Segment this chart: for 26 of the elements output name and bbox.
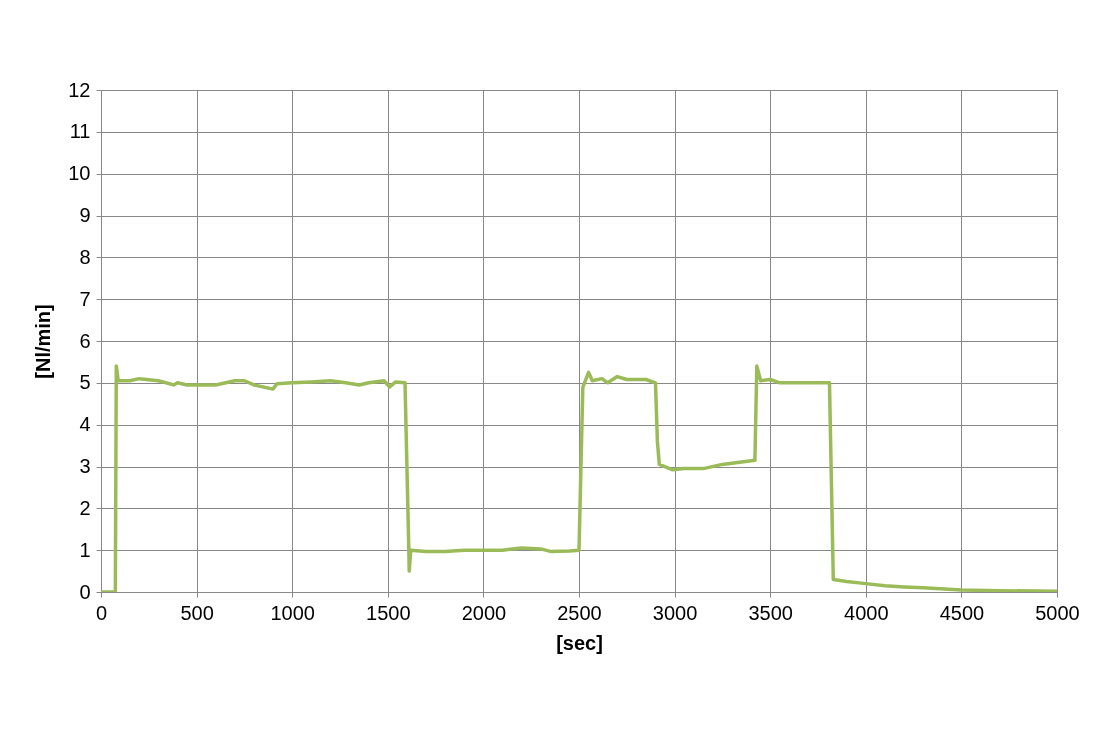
y-tick-label: 7: [79, 287, 91, 310]
y-tick-label: 8: [79, 245, 91, 268]
y-tick-label: 2: [79, 496, 91, 519]
y-tick-label: 5: [79, 371, 91, 394]
y-tick-label: 0: [79, 580, 91, 603]
y-tick-label: 12: [68, 78, 91, 101]
y-tick-label: 3: [79, 455, 91, 477]
x-tick-label: 5000: [1035, 601, 1080, 624]
y-tick-label: 6: [79, 329, 91, 352]
x-tick-label: 2500: [557, 601, 602, 624]
x-tick-label: 1500: [366, 601, 411, 624]
y-tick-label: 1: [79, 538, 91, 561]
y-tick-label: 11: [69, 120, 91, 143]
x-tick-label: 3500: [748, 601, 793, 624]
y-tick-label: 9: [79, 204, 91, 226]
x-tick-label: 3000: [652, 601, 698, 624]
y-axis-title: [Nl/min]: [32, 304, 55, 379]
y-tick-label: 4: [79, 413, 91, 436]
x-tick-label: 4000: [844, 601, 889, 624]
x-tick-label: 2000: [461, 601, 507, 624]
x-tick-label: 500: [180, 601, 214, 624]
y-tick-label: 10: [68, 162, 91, 185]
x-tick-label: 0: [95, 601, 108, 624]
x-axis-title: [sec]: [556, 631, 603, 654]
x-tick-label: 4500: [939, 601, 985, 624]
x-tick-label: 1000: [270, 601, 315, 624]
